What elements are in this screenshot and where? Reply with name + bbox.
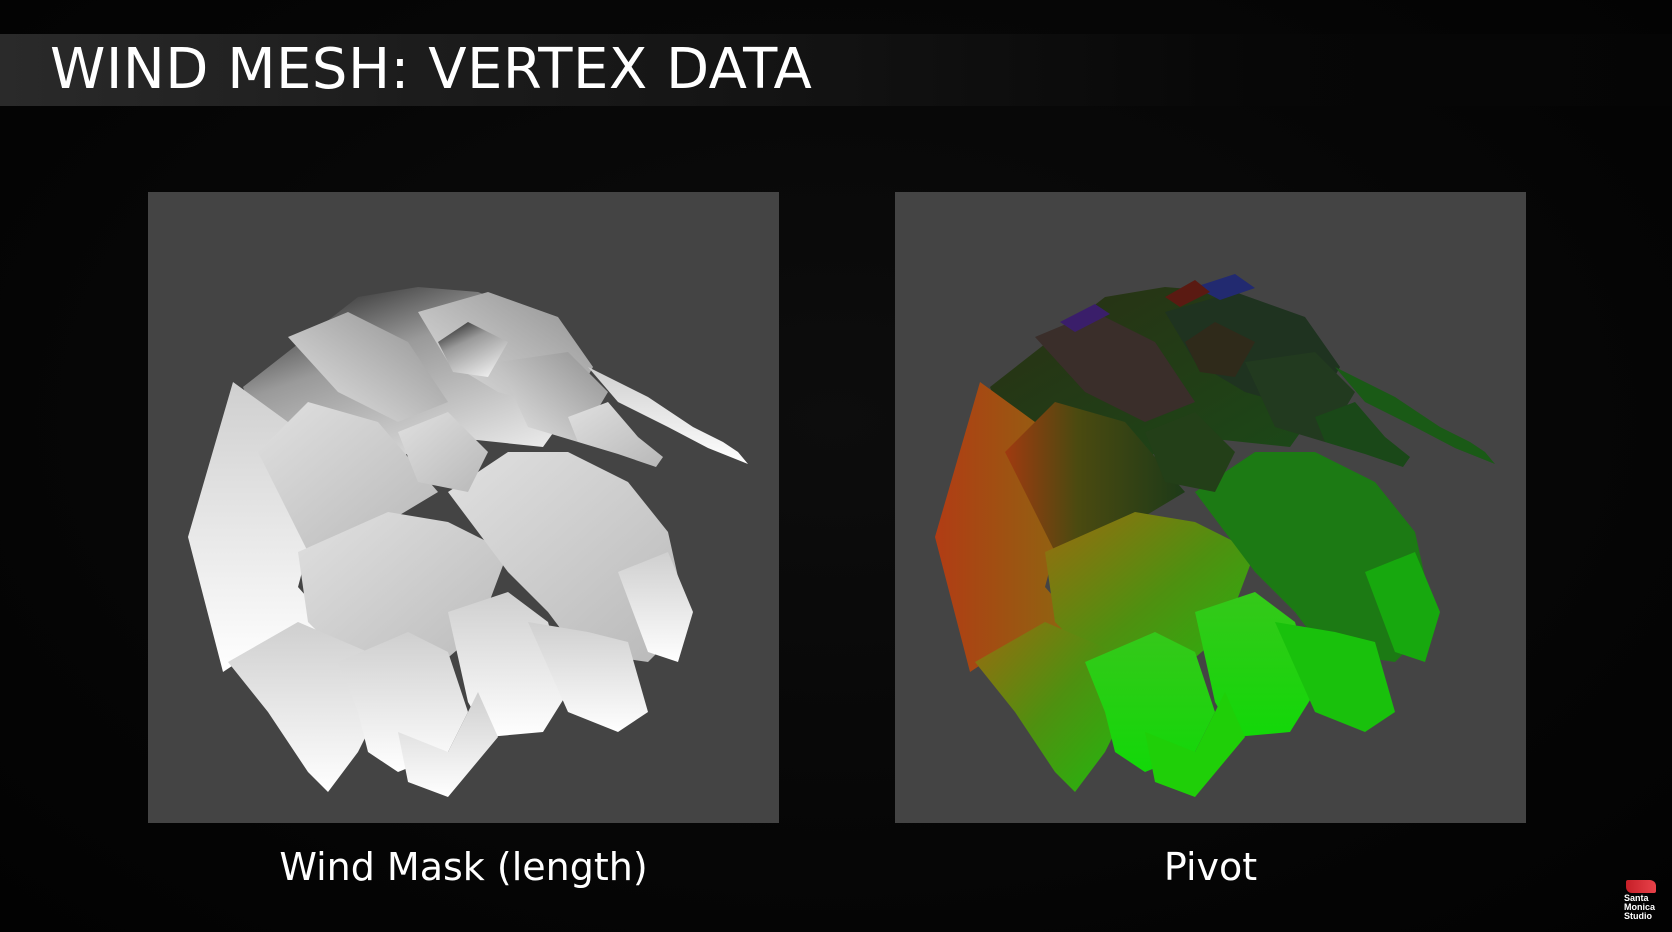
pivot-render xyxy=(935,274,1495,797)
logo-line-3: Studio xyxy=(1624,911,1652,921)
logo-mark-icon xyxy=(1626,880,1656,893)
wind-mask-caption: Wind Mask (length) xyxy=(279,845,648,889)
pivot-image xyxy=(895,192,1526,823)
santa-monica-studio-logo: Santa Monica Studio xyxy=(1622,878,1666,928)
wind-mask-image xyxy=(148,192,779,823)
logo-line-1: Santa xyxy=(1624,893,1649,903)
title-bar xyxy=(0,34,1672,106)
logo-text: Santa Monica Studio xyxy=(1624,894,1655,921)
slide-title: WIND MESH: VERTEX DATA xyxy=(50,37,813,102)
wind-mask-render xyxy=(188,287,748,797)
pivot-mesh-leaves xyxy=(935,274,1495,797)
logo-line-2: Monica xyxy=(1624,902,1656,912)
mesh-leaves xyxy=(188,287,748,797)
pivot-caption: Pivot xyxy=(1163,845,1258,889)
